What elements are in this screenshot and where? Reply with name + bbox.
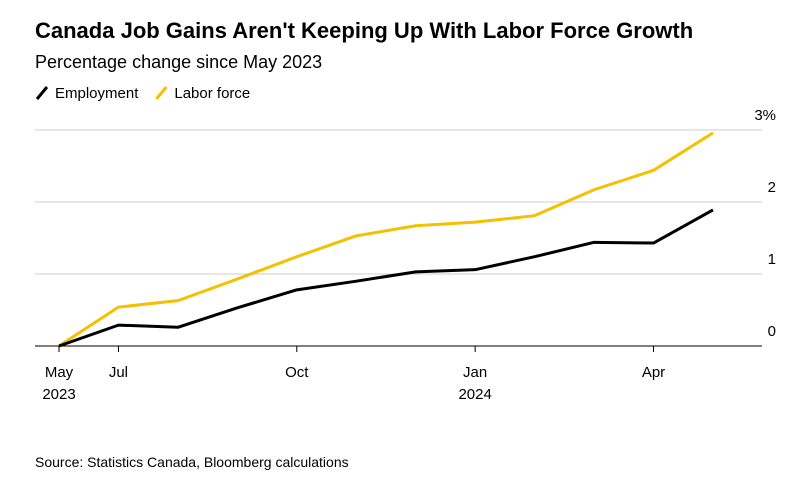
y-tick-label: 1 bbox=[768, 251, 776, 268]
x-tick-label: Jul bbox=[109, 364, 128, 381]
series-line bbox=[58, 131, 714, 348]
x-year-label: 2023 bbox=[42, 386, 75, 403]
source-note: Source: Statistics Canada, Bloomberg cal… bbox=[35, 454, 349, 470]
series-line bbox=[58, 208, 714, 348]
x-tick-label: Apr bbox=[642, 364, 665, 381]
chart-title: Canada Job Gains Aren't Keeping Up With … bbox=[35, 18, 693, 43]
chart-subtitle: Percentage change since May 2023 bbox=[35, 52, 322, 72]
legend-swatch bbox=[155, 86, 168, 100]
x-tick-label: Jan bbox=[463, 364, 487, 381]
y-tick-label: 0 bbox=[768, 323, 776, 340]
y-tick-label: 3% bbox=[754, 107, 776, 124]
legend-label: Employment bbox=[55, 85, 139, 102]
x-tick-label: May bbox=[45, 364, 74, 381]
x-year-label: 2024 bbox=[458, 386, 491, 403]
legend-swatch bbox=[35, 86, 49, 100]
x-tick-label: Oct bbox=[285, 364, 309, 381]
legend-label: Labor force bbox=[174, 85, 250, 102]
y-tick-label: 2 bbox=[768, 179, 776, 196]
